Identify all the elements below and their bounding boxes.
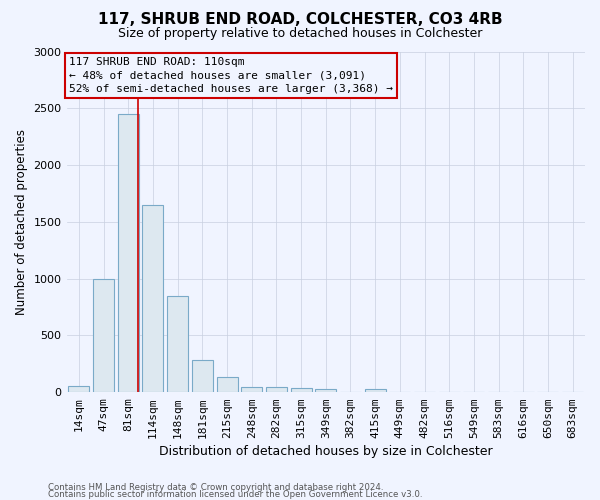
Bar bbox=[315, 390, 336, 392]
Bar bbox=[167, 296, 188, 392]
Bar bbox=[266, 387, 287, 392]
Text: Contains public sector information licensed under the Open Government Licence v3: Contains public sector information licen… bbox=[48, 490, 422, 499]
Text: 117, SHRUB END ROAD, COLCHESTER, CO3 4RB: 117, SHRUB END ROAD, COLCHESTER, CO3 4RB bbox=[98, 12, 502, 28]
Bar bbox=[217, 378, 238, 392]
Bar bbox=[241, 386, 262, 392]
Bar bbox=[290, 388, 311, 392]
Y-axis label: Number of detached properties: Number of detached properties bbox=[15, 129, 28, 315]
X-axis label: Distribution of detached houses by size in Colchester: Distribution of detached houses by size … bbox=[159, 444, 493, 458]
Bar bbox=[118, 114, 139, 392]
Text: Contains HM Land Registry data © Crown copyright and database right 2024.: Contains HM Land Registry data © Crown c… bbox=[48, 484, 383, 492]
Bar bbox=[68, 386, 89, 392]
Text: Size of property relative to detached houses in Colchester: Size of property relative to detached ho… bbox=[118, 28, 482, 40]
Bar bbox=[142, 205, 163, 392]
Bar bbox=[192, 360, 213, 392]
Bar bbox=[365, 389, 386, 392]
Bar bbox=[93, 278, 114, 392]
Text: 117 SHRUB END ROAD: 110sqm
← 48% of detached houses are smaller (3,091)
52% of s: 117 SHRUB END ROAD: 110sqm ← 48% of deta… bbox=[69, 57, 393, 94]
